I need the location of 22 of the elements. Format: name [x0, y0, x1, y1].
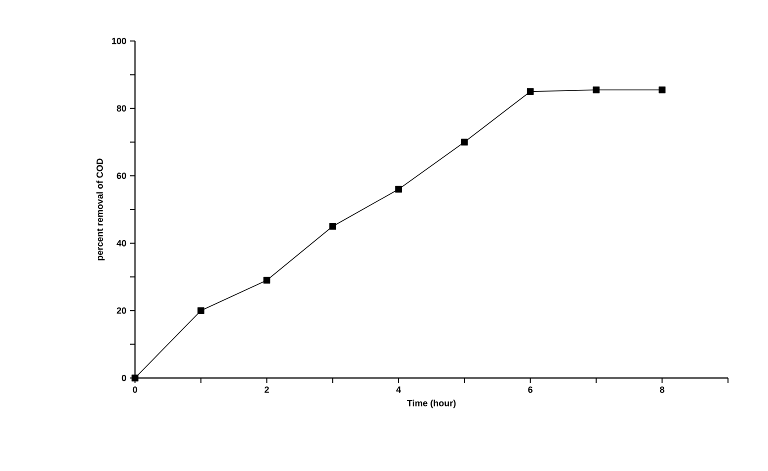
y-tick-label: 40	[116, 240, 126, 246]
x-tick-label: 4	[396, 386, 401, 393]
point	[329, 222, 336, 230]
x-axis-title: Time (hour)	[407, 400, 456, 408]
point	[263, 276, 270, 284]
point	[197, 307, 204, 314]
point	[132, 374, 138, 382]
point	[461, 138, 468, 146]
y-tick-label: 60	[116, 172, 126, 179]
x-tick-label: 2	[264, 386, 269, 393]
y-tick-label: 100	[112, 38, 126, 44]
y-tick-label: 20	[116, 307, 126, 314]
point	[395, 186, 402, 193]
y-tick-label: 80	[116, 105, 126, 112]
y-tick-label: 0	[122, 374, 126, 382]
point	[526, 88, 534, 95]
x-tick-label: 6	[528, 386, 532, 393]
y-axis-title: percent removal of COD	[96, 158, 105, 260]
point	[592, 86, 600, 94]
point	[658, 86, 666, 94]
x-tick-label: 8	[660, 386, 664, 393]
x-tick-label: 0	[132, 386, 138, 393]
